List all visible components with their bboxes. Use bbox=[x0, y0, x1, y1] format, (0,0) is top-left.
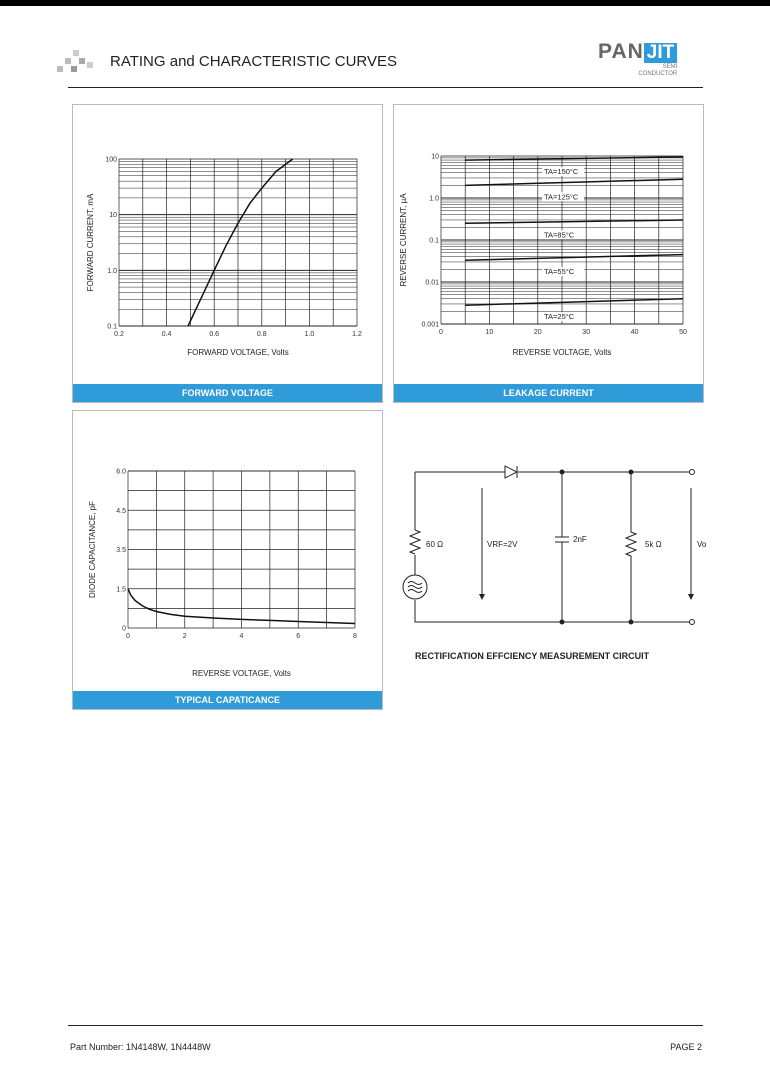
y-tick-label: 0.001 bbox=[421, 322, 439, 329]
series-line bbox=[465, 297, 684, 306]
y-tick-label: 0 bbox=[122, 626, 126, 633]
diode-icon bbox=[504, 465, 519, 479]
resistor-5k-icon bbox=[624, 472, 638, 622]
cap-label: 2nF bbox=[573, 535, 587, 544]
series-line bbox=[127, 588, 356, 625]
resistor-60-icon bbox=[408, 529, 422, 555]
page-title: RATING and CHARACTERISTIC CURVES bbox=[110, 53, 397, 70]
x-axis-label: REVERSE VOLTAGE, Volts bbox=[192, 669, 291, 678]
terminal-bottom bbox=[689, 619, 695, 625]
vo-label: Vo bbox=[697, 540, 707, 549]
series-line bbox=[465, 253, 684, 261]
forward-voltage-chart: 0.2 0.4 0.6 0.8 1.0 1.2 0.1 1.0 10 100 FORWARD VOL… bbox=[86, 157, 362, 358]
x-tick-label: 0 bbox=[439, 329, 443, 336]
footer-divider bbox=[68, 1025, 703, 1026]
r2-label: 5k Ω bbox=[645, 540, 662, 549]
leakage-current-chart: 0 10 20 30 40 50 0.001 0.01 0.1 1.0 10 REVERSE VOLT… bbox=[399, 154, 687, 358]
series-line bbox=[187, 158, 294, 327]
x-tick-label: 10 bbox=[486, 329, 494, 336]
leakage-current-panel: 0 10 20 30 40 50 0.001 0.01 0.1 1.0 10 REVERSE VOLT… bbox=[393, 104, 704, 403]
forward-voltage-panel: 0.2 0.4 0.6 0.8 1.0 1.2 0.1 1.0 10 100 FORWARD VOL… bbox=[72, 104, 383, 403]
vrf-label: VRF=2V bbox=[487, 540, 518, 549]
series-label: TA=150°C bbox=[544, 167, 579, 176]
label-bg bbox=[542, 312, 584, 322]
series-label: TA=125°C bbox=[544, 192, 579, 201]
panel-caption: LEAKAGE CURRENT bbox=[394, 384, 703, 402]
x-tick-label: 50 bbox=[679, 329, 687, 336]
x-tick-label: 0.8 bbox=[257, 331, 267, 338]
rectification-circuit: 60 Ω VRF=2V 2nF 5k Ω Vo RECTIFICATION EF… bbox=[402, 465, 707, 661]
top-border bbox=[0, 0, 770, 6]
x-tick-label: 0 bbox=[126, 633, 130, 640]
grid bbox=[440, 155, 684, 325]
capacitance-panel: 0 2 4 6 8 0 1.5 3.5 4.5 6.0 REVERSE VOLTAGE, Volts… bbox=[72, 410, 383, 710]
terminal-top bbox=[689, 469, 695, 475]
x-tick-label: 0.6 bbox=[209, 331, 219, 338]
header-divider bbox=[68, 87, 703, 88]
label-bg bbox=[542, 167, 584, 177]
series-label: TA=85°C bbox=[544, 230, 575, 239]
y-axis-label: DIODE CAPACITANCE, pF bbox=[88, 501, 97, 598]
series-label: TA=25°C bbox=[544, 312, 575, 321]
arrow-icon bbox=[479, 594, 694, 600]
y-tick-label: 3.5 bbox=[116, 547, 126, 554]
x-tick-label: 20 bbox=[534, 329, 542, 336]
x-tick-label: 30 bbox=[582, 329, 590, 336]
page-number: PAGE 2 bbox=[670, 1042, 702, 1052]
ac-source-icon bbox=[402, 574, 428, 600]
grid bbox=[127, 470, 356, 629]
x-tick-label: 0.4 bbox=[162, 331, 172, 338]
y-tick-label: 100 bbox=[105, 157, 117, 164]
panjit-logo: PAN JIT SEMI CONDUCTOR bbox=[598, 40, 678, 77]
x-tick-label: 1.0 bbox=[305, 331, 315, 338]
y-tick-label: 6.0 bbox=[116, 469, 126, 476]
capacitor-icon bbox=[555, 472, 569, 622]
r1-label: 60 Ω bbox=[426, 540, 443, 549]
grid bbox=[118, 158, 358, 327]
label-bg bbox=[542, 192, 584, 202]
x-tick-label: 1.2 bbox=[352, 331, 362, 338]
logo-squares-icon bbox=[57, 50, 93, 72]
y-tick-label: 1.0 bbox=[429, 196, 439, 203]
series-line bbox=[465, 178, 684, 187]
x-tick-label: 2 bbox=[183, 633, 187, 640]
y-tick-label: 1.0 bbox=[107, 268, 117, 275]
y-tick-label: 0.01 bbox=[425, 280, 439, 287]
x-tick-label: 40 bbox=[631, 329, 639, 336]
label-bg bbox=[542, 267, 584, 277]
series-label: TA=55°C bbox=[544, 267, 575, 276]
x-tick-label: 6 bbox=[296, 633, 300, 640]
y-tick-label: 0.1 bbox=[107, 324, 117, 331]
capacitance-chart: 0 2 4 6 8 0 1.5 3.5 4.5 6.0 REVERSE VOLTAGE, Volts… bbox=[88, 469, 357, 679]
y-tick-label: 1.5 bbox=[116, 586, 126, 593]
panel-caption: FORWARD VOLTAGE bbox=[73, 384, 382, 402]
x-axis-label: FORWARD VOLTAGE, Volts bbox=[187, 348, 289, 357]
x-tick-label: 4 bbox=[240, 633, 244, 640]
x-tick-label: 8 bbox=[353, 633, 357, 640]
x-tick-label: 0.2 bbox=[114, 331, 124, 338]
part-number: Part Number: 1N4148W, 1N4448W bbox=[70, 1042, 211, 1052]
panel-caption: TYPICAL CAPATICANCE bbox=[73, 691, 382, 709]
y-tick-label: 4.5 bbox=[116, 508, 126, 515]
y-tick-label: 0.1 bbox=[429, 238, 439, 245]
circuit-title: RECTIFICATION EFFCIENCY MEASUREMENT CIRC… bbox=[415, 651, 650, 661]
series-line bbox=[465, 156, 684, 161]
series-line bbox=[465, 219, 684, 225]
label-bg bbox=[542, 230, 584, 240]
y-tick-label: 10 bbox=[431, 154, 439, 161]
y-tick-label: 10 bbox=[109, 212, 117, 219]
y-axis-label: FORWARD CURRENT, mA bbox=[86, 193, 95, 291]
x-axis-label: REVERSE VOLTAGE, Volts bbox=[513, 348, 612, 357]
y-axis-label: REVERSE CURRENT, µA bbox=[399, 193, 408, 287]
